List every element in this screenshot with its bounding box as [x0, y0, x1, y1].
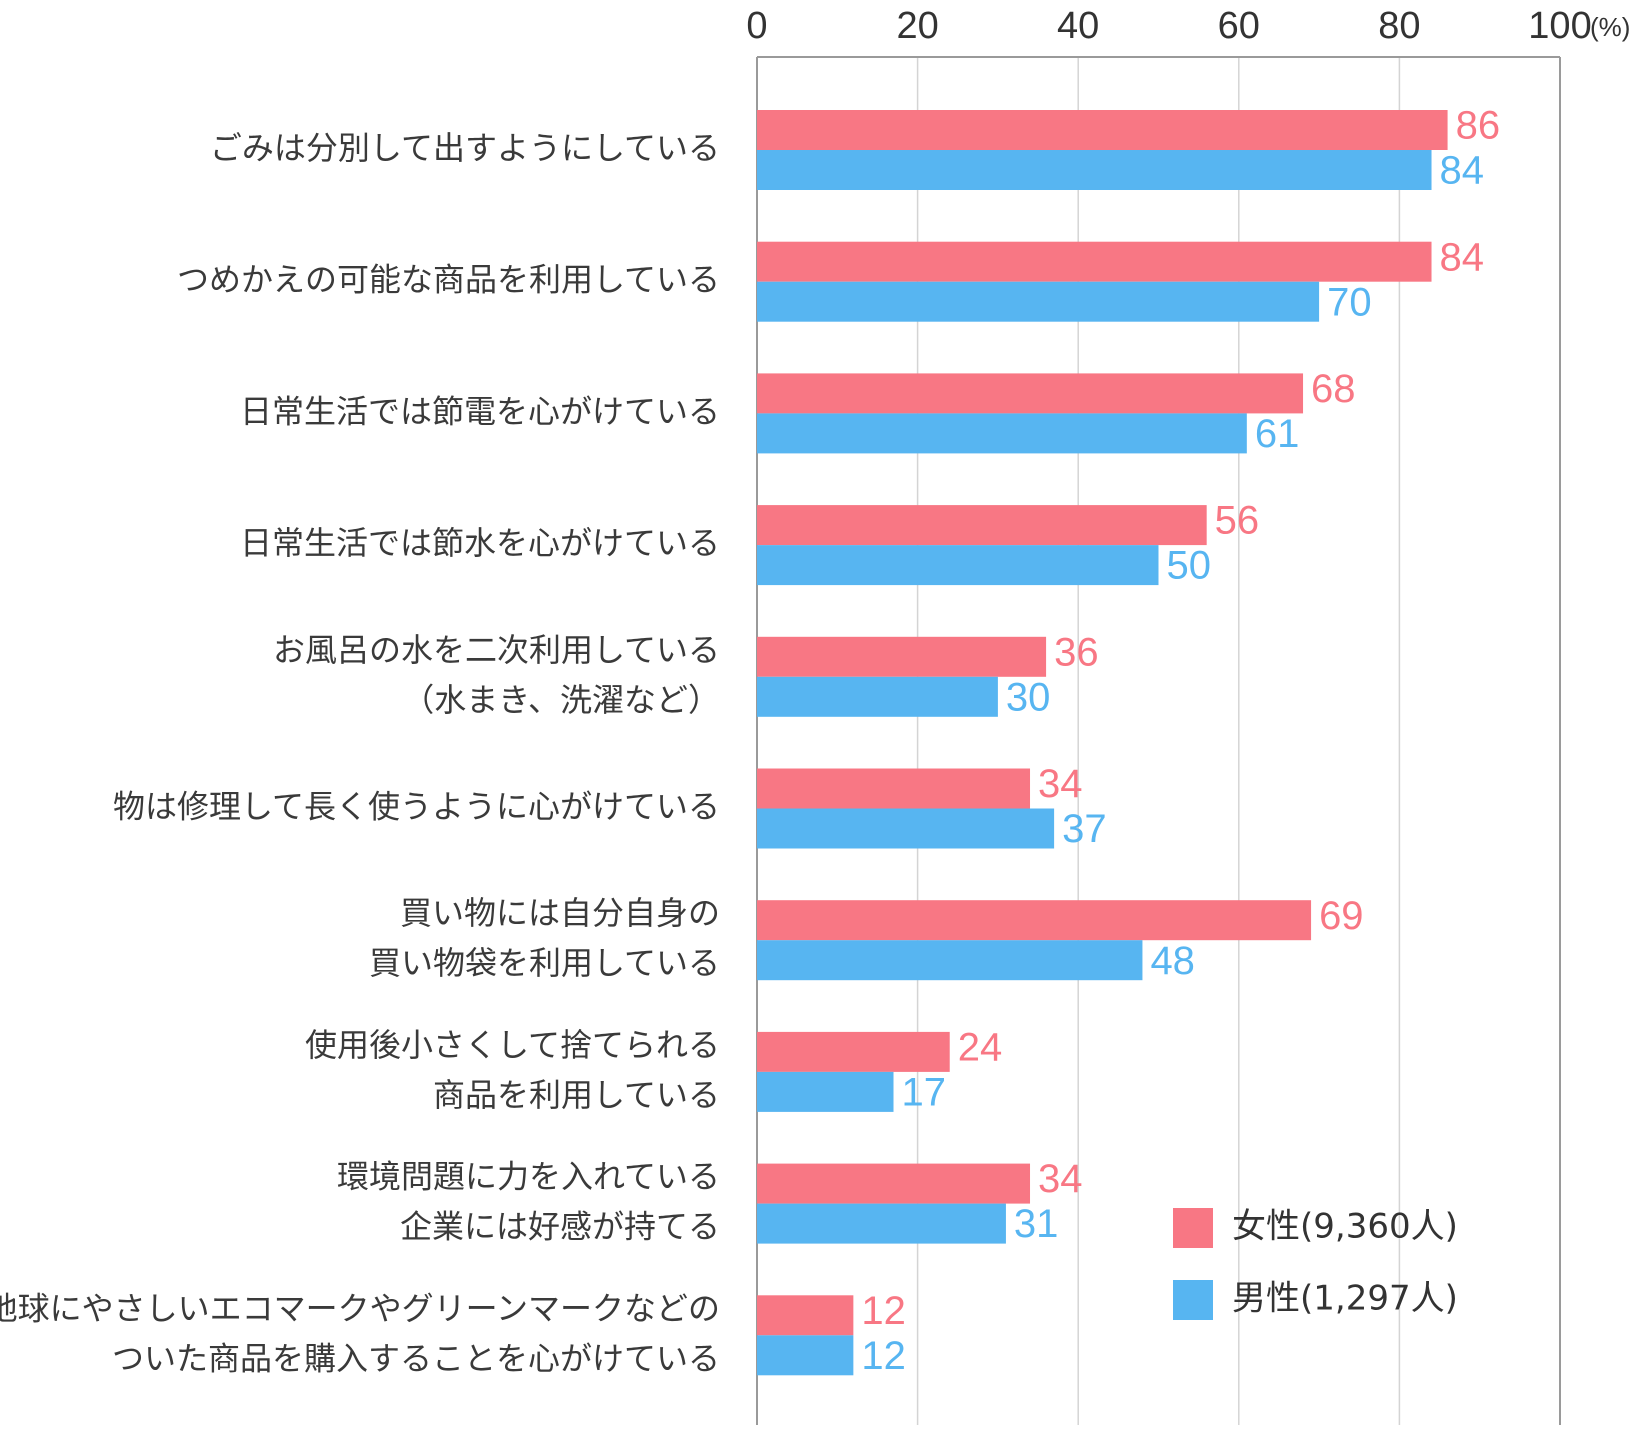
x-tick-label-2: 40 [1057, 5, 1099, 47]
value-label-male-4: 30 [1006, 675, 1051, 719]
value-label-male-7: 17 [902, 1070, 947, 1114]
value-label-female-7: 24 [958, 1025, 1003, 1069]
category-label-7-1: 商品を利用している [433, 1076, 720, 1114]
bar-male-2 [757, 413, 1247, 454]
category-label-3-0: 日常生活では節水を心がけている [240, 524, 720, 562]
category-label-9-1: ついた商品を購入することを心がけている [112, 1339, 720, 1377]
legend: 女性(9,360人) 男性(1,297人) [1173, 1207, 1458, 1320]
bar-male-1 [757, 281, 1320, 322]
value-label-female-2: 68 [1311, 367, 1356, 411]
value-label-male-2: 61 [1255, 412, 1300, 456]
value-label-female-0: 86 [1456, 104, 1501, 148]
value-label-male-6: 48 [1150, 939, 1195, 983]
category-label-2-0: 日常生活では節電を心がけている [240, 392, 720, 430]
value-label-male-5: 37 [1062, 807, 1107, 851]
x-tick-label-1: 20 [896, 5, 938, 47]
bar-female-7 [757, 1031, 950, 1072]
bar-female-1 [757, 241, 1432, 282]
category-label-6-1: 買い物袋を利用している [369, 944, 720, 982]
category-label-6-0: 買い物には自分自身の [400, 894, 720, 932]
bar-female-3 [757, 505, 1207, 546]
bar-female-5 [757, 768, 1031, 809]
bars [757, 110, 1448, 1376]
value-label-female-8: 34 [1038, 1157, 1083, 1201]
value-label-female-5: 34 [1038, 762, 1083, 806]
category-label-9-0: 地球にやさしいエコマークやグリーンマークなどの [0, 1289, 720, 1327]
bar-male-7 [757, 1071, 894, 1112]
bar-male-6 [757, 940, 1143, 981]
bar-male-9 [757, 1335, 854, 1376]
bar-female-4 [757, 636, 1047, 677]
legend-swatch-male [1173, 1280, 1213, 1320]
bar-female-2 [757, 373, 1304, 414]
value-label-male-3: 50 [1167, 544, 1212, 588]
value-label-male-9: 12 [861, 1334, 906, 1378]
value-label-female-4: 36 [1054, 630, 1099, 674]
legend-swatch-female [1173, 1208, 1213, 1248]
value-label-female-1: 84 [1440, 235, 1485, 279]
bar-female-6 [757, 900, 1312, 941]
bar-male-0 [757, 150, 1432, 190]
x-axis-ticks: 0 20 40 60 80 100 [746, 5, 1591, 47]
category-labels: ごみは分別して出すようにしているつめかえの可能な商品を利用している日常生活では節… [0, 129, 720, 1377]
bar-female-8 [757, 1163, 1031, 1204]
bar-female-9 [757, 1295, 854, 1336]
category-label-0-0: ごみは分別して出すようにしている [210, 129, 720, 167]
value-label-female-6: 69 [1319, 894, 1364, 938]
category-label-4-0: お風呂の水を二次利用している [273, 631, 720, 669]
legend-label-female: 女性(9,360人) [1232, 1207, 1458, 1247]
bar-male-4 [757, 676, 998, 717]
bar-male-8 [757, 1203, 1006, 1244]
value-label-female-3: 56 [1215, 499, 1260, 543]
x-tick-label-5: 100 [1528, 5, 1591, 47]
value-label-female-9: 12 [861, 1289, 906, 1333]
bar-male-3 [757, 545, 1159, 586]
category-label-5-0: 物は修理して長く使うように心がけている [113, 788, 720, 826]
category-label-1-0: つめかえの可能な商品を利用している [177, 261, 720, 299]
category-label-7-0: 使用後小さくして捨てられる [305, 1026, 720, 1064]
axis-unit-label: (%) [1590, 12, 1630, 42]
category-label-8-1: 企業には好感が持てる [400, 1208, 720, 1246]
value-label-male-0: 84 [1440, 149, 1485, 193]
value-label-male-8: 31 [1014, 1202, 1058, 1246]
value-label-male-1: 70 [1327, 280, 1372, 324]
bar-male-5 [757, 808, 1055, 849]
legend-label-male: 男性(1,297人) [1232, 1279, 1458, 1319]
bar-female-0 [757, 110, 1448, 150]
category-label-8-0: 環境問題に力を入れている [337, 1158, 720, 1196]
x-tick-label-0: 0 [746, 5, 767, 47]
x-tick-label-3: 60 [1218, 5, 1260, 47]
category-label-4-1: （水まき、洗濯など） [402, 681, 720, 719]
x-tick-label-4: 80 [1378, 5, 1420, 47]
